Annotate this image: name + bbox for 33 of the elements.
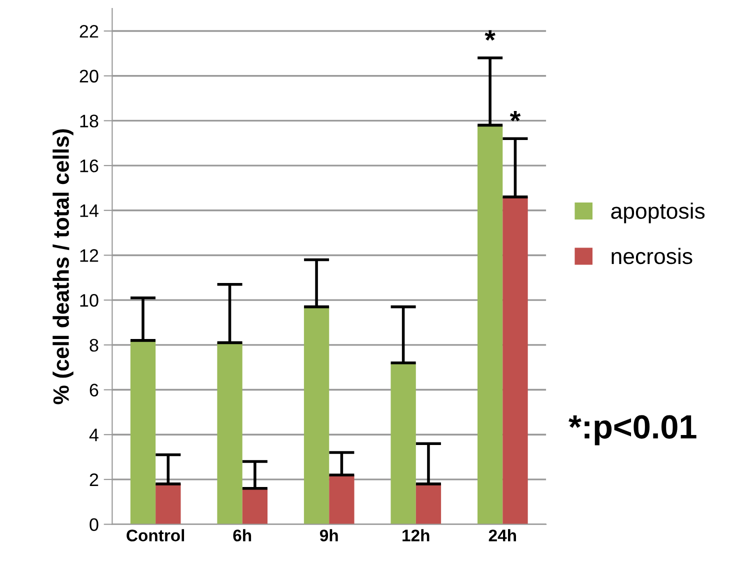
bar <box>217 342 242 524</box>
bar <box>502 196 528 524</box>
x-tick-label: 24h <box>488 529 516 542</box>
y-tick-label: 16 <box>80 159 98 172</box>
bar <box>156 484 181 524</box>
x-tick-label: Control <box>126 529 184 542</box>
bar <box>416 484 442 524</box>
y-tick-label: 14 <box>80 204 98 217</box>
legend-label: necrosis <box>612 248 692 264</box>
bar <box>242 488 268 524</box>
y-tick-label: 8 <box>90 338 98 352</box>
y-tick-label: 22 <box>80 24 98 38</box>
y-tick-label: 2 <box>90 473 98 486</box>
y-tick-label: 18 <box>80 114 98 128</box>
y-tick-label: 10 <box>80 294 98 307</box>
y-tick-label: 12 <box>80 249 98 262</box>
x-tick-label: 6h <box>233 529 252 542</box>
legend-label: apoptosis <box>611 202 705 224</box>
bar <box>477 125 503 524</box>
annotation: * <box>484 30 496 41</box>
y-tick-label: 20 <box>80 70 98 83</box>
y-tick-label: 6 <box>90 384 98 396</box>
bar <box>304 306 330 524</box>
bar <box>329 474 354 524</box>
x-tick-label: 9h <box>320 529 338 542</box>
y-axis-title: % (cell deaths / total cells) <box>52 129 74 404</box>
annotation: * <box>510 110 521 122</box>
bar <box>130 340 156 524</box>
bar <box>390 362 416 524</box>
y-tick-label: 0 <box>90 518 98 532</box>
y-tick-label: 4 <box>89 428 98 442</box>
text: *:p<0.01 <box>568 415 696 446</box>
x-tick-label: 12h <box>402 529 430 542</box>
